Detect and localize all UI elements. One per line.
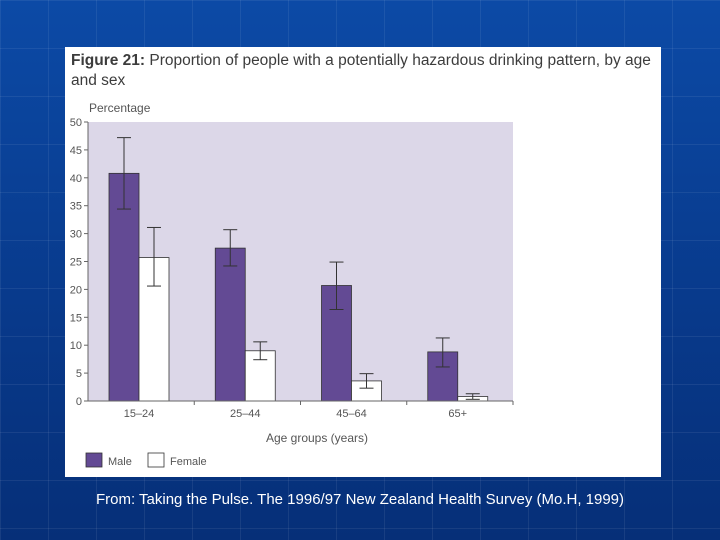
legend-swatch-male (85, 452, 103, 468)
y-tick-label-30: 30 (70, 229, 82, 241)
x-tick-label-3: 65+ (448, 408, 467, 420)
legend-label-male: Male (108, 456, 132, 468)
y-tick-label-50: 50 (70, 117, 82, 129)
figure-card: Figure 21: Proportion of people with a p… (65, 47, 661, 477)
y-tick-label-45: 45 (70, 145, 82, 157)
y-tick-label-35: 35 (70, 201, 82, 213)
x-ticks-group: 15–24 25–44 45–64 65+ (124, 401, 514, 420)
y-tick-label-40: 40 (70, 173, 82, 185)
source-caption: From: Taking the Pulse. The 1996/97 New … (95, 491, 625, 508)
x-tick-label-1: 25–44 (230, 408, 261, 420)
y-tick-label-10: 10 (70, 340, 82, 352)
y-tick-label-15: 15 (70, 312, 82, 324)
y-ticks-group: 0 5 10 15 20 25 30 35 40 45 50 (70, 117, 88, 408)
y-axis-title: Percentage (89, 101, 151, 115)
legend-swatch-female (147, 452, 165, 468)
y-tick-label-5: 5 (76, 368, 82, 380)
legend-label-female: Female (170, 456, 207, 468)
y-tick-label-25: 25 (70, 257, 82, 269)
y-tick-label-20: 20 (70, 284, 82, 296)
figure-title-text: Proportion of people with a potentially … (71, 52, 651, 89)
figure-title: Figure 21: Proportion of people with a p… (71, 51, 655, 91)
legend: Male Female (85, 452, 207, 468)
bar-male-1 (214, 247, 246, 402)
y-tick-label-0: 0 (76, 396, 82, 408)
x-tick-label-2: 45–64 (336, 408, 367, 420)
figure-label: Figure 21: (71, 52, 146, 69)
bar-male-0 (108, 172, 140, 402)
x-tick-label-0: 15–24 (124, 408, 155, 420)
x-axis-title: Age groups (years) (266, 431, 368, 445)
error-bars-group (117, 137, 480, 400)
